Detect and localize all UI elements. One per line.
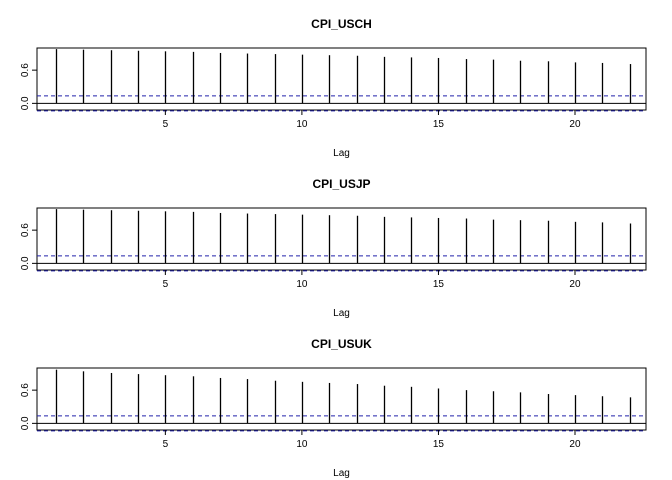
x-tick-label: 15 [433,279,445,290]
x-axis-label: Lag [333,308,350,319]
plot-frame [36,367,647,431]
y-tick-label: 0.6 [20,383,31,397]
plot-frame [36,207,647,271]
x-tick-label: 20 [569,279,581,290]
x-tick-label: 5 [163,279,169,290]
x-tick-label: 10 [296,279,308,290]
y-tick-label: 0.0 [20,256,31,270]
x-tick-label: 10 [296,439,308,450]
acf-panel-cpi-usch: CPI_USCH 5 10 15 20 0.0 0.6 Lag [20,17,647,159]
plot-frame [36,47,647,111]
y-tick-label: 0.6 [20,63,31,77]
x-axis-label: Lag [333,148,350,159]
x-tick-label: 5 [163,119,169,130]
acf-panel-cpi-usjp: CPI_USJP 5 10 15 20 0.0 0.6 Lag [20,177,647,319]
y-tick-label: 0.0 [20,96,31,110]
x-axis-label: Lag [333,468,350,479]
chart-title: CPI_USUK [311,337,372,351]
x-tick-label: 5 [163,439,169,450]
y-tick-label: 0.0 [20,416,31,430]
chart-title: CPI_USJP [312,177,370,191]
y-tick-label: 0.6 [20,223,31,237]
acf-panel-cpi-usuk: CPI_USUK 5 10 15 20 0.0 0.6 Lag [20,337,647,479]
chart-title: CPI_USCH [311,17,372,31]
x-tick-label: 15 [433,439,445,450]
x-tick-label: 15 [433,119,445,130]
x-tick-label: 20 [569,439,581,450]
x-tick-label: 10 [296,119,308,130]
x-tick-label: 20 [569,119,581,130]
